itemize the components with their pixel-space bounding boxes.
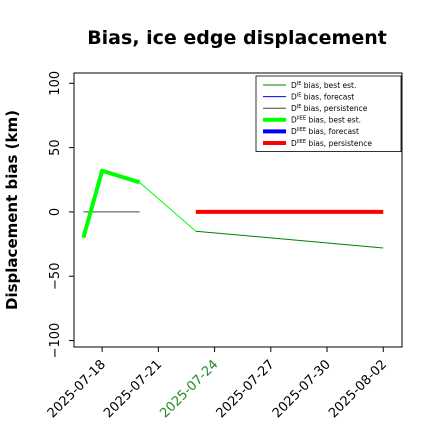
legend: DIE bias, best est. DIE bias, forecast DIE…	[255, 75, 402, 152]
y-tick-label-0: −100	[48, 323, 63, 359]
legend-label-3: DIIEE bias, best est.	[291, 116, 361, 125]
series-layer	[81, 168, 384, 249]
y-tick-label-4: 100	[48, 71, 63, 96]
chart-title: Bias, ice edge displacement	[87, 27, 387, 49]
y-tick-label-3: 50	[48, 139, 63, 156]
legend-label-2: DIE bias, persistence	[291, 104, 368, 113]
legend-label-0: DIE bias, best est.	[291, 81, 356, 90]
legend-label-1: DIE bias, forecast	[291, 92, 354, 101]
legend-label-4: DIIEE bias, forecast	[291, 127, 359, 136]
series-line-0	[195, 230, 384, 249]
x-tick-label-4: 2025-07-30	[270, 357, 334, 421]
y-axis-label: Displacement bias (km)	[3, 110, 21, 310]
x-axis-ticks: 2025-07-182025-07-212025-07-242025-07-27…	[45, 347, 390, 421]
connector-line-0	[139, 181, 197, 232]
y-tick-label-1: −50	[48, 263, 63, 290]
x-tick-label-5: 2025-08-02	[326, 357, 390, 421]
x-tick-label-1: 2025-07-21	[101, 357, 165, 421]
legend-box	[255, 75, 402, 152]
y-tick-label-2: 0	[48, 208, 63, 216]
x-tick-label-2: 2025-07-24	[157, 357, 221, 421]
x-tick-label-3: 2025-07-27	[214, 357, 278, 421]
y-axis-ticks: −100 −50 0 50 100	[48, 71, 74, 359]
x-tick-label-0: 2025-07-18	[45, 357, 109, 421]
legend-label-5: DIIEE bias, persistence	[291, 139, 372, 148]
